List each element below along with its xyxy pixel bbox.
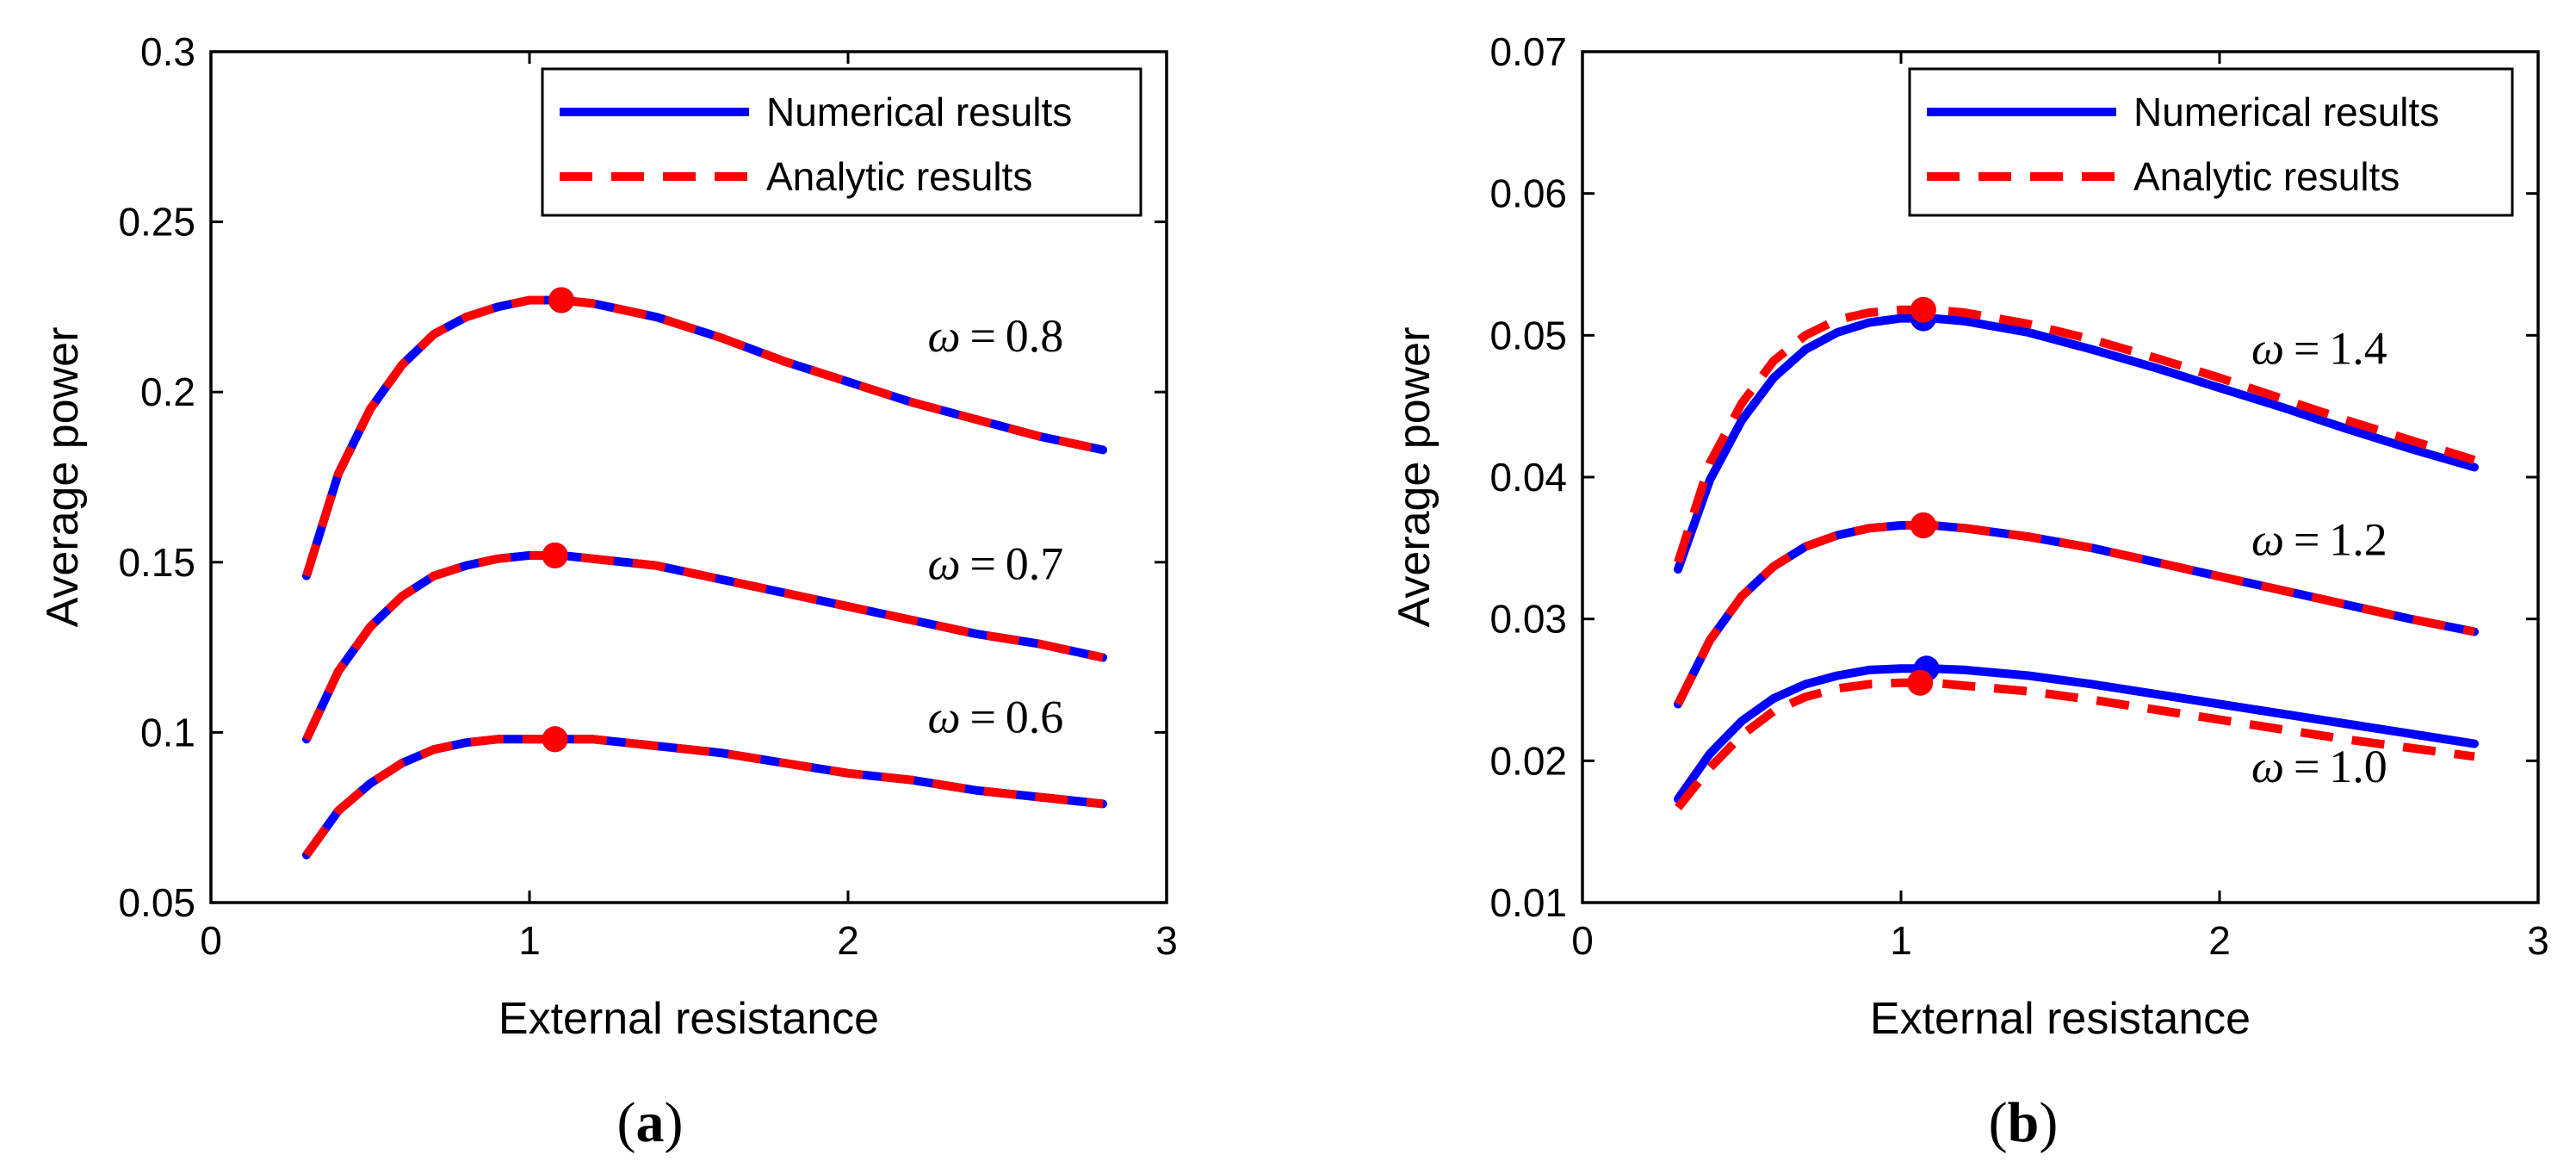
y-tick-label: 0.3 bbox=[140, 29, 195, 74]
y-tick-labels: 0.01 0.02 0.03 0.04 0.05 0.06 0.07 bbox=[1489, 29, 1567, 925]
x-tick-labels: 0 1 2 3 bbox=[200, 918, 1178, 963]
x-tick-label: 1 bbox=[1890, 918, 1912, 963]
series-analytic-0.8 bbox=[302, 295, 1105, 578]
y-tick-label: 0.1 bbox=[140, 710, 195, 754]
y-tick-label: 0.03 bbox=[1489, 597, 1567, 642]
series-group bbox=[302, 287, 1107, 860]
x-ticks bbox=[1581, 52, 2540, 903]
y-tick-label: 0.06 bbox=[1489, 171, 1567, 216]
y-tick-label: 0.25 bbox=[118, 200, 195, 245]
omega-labels: ω = 1.4 ω = 1.2 ω = 1.0 bbox=[2251, 322, 2387, 792]
y-tick-label: 0.2 bbox=[140, 369, 195, 414]
series-analytic-1.2 bbox=[1674, 521, 2475, 706]
omega-label: ω = 0.7 bbox=[928, 538, 1064, 590]
omega-label: ω = 0.6 bbox=[928, 691, 1064, 742]
series-numerical-1.0 bbox=[1674, 664, 2479, 804]
legend-box bbox=[1908, 67, 2514, 217]
x-tick-label: 3 bbox=[1155, 918, 1178, 963]
panel-label-b: (b) bbox=[1989, 1091, 2059, 1154]
y-tick-label: 0.05 bbox=[1489, 313, 1567, 357]
plot-frame bbox=[209, 50, 1168, 904]
x-tick-label: 3 bbox=[2527, 918, 2549, 963]
y-ticks bbox=[211, 50, 1167, 904]
omega-label: ω = 1.2 bbox=[2251, 514, 2387, 566]
x-axis-label: External resistance bbox=[498, 994, 879, 1044]
panel-b: 0 1 2 3 0.01 0.02 0.03 0.04 0.05 0.06 0.07 ω = 1.… bbox=[1390, 29, 2549, 1154]
series-analytic-0.6 bbox=[302, 735, 1104, 858]
x-tick-label: 2 bbox=[837, 918, 859, 963]
legend: Numerical results Analytic results bbox=[1908, 67, 2514, 217]
legend-numerical-label: Numerical results bbox=[766, 90, 1072, 134]
max-point-analytic bbox=[548, 287, 574, 313]
x-ticks bbox=[209, 52, 1168, 903]
max-point-analytic bbox=[1907, 669, 1934, 696]
y-ticks bbox=[1582, 50, 2538, 904]
x-tick-label: 0 bbox=[200, 918, 222, 963]
x-tick-label: 1 bbox=[518, 918, 541, 963]
y-tick-label: 0.15 bbox=[118, 540, 195, 585]
y-tick-labels: 0.05 0.1 0.15 0.2 0.25 0.3 bbox=[118, 29, 195, 925]
series-analytic-0.7 bbox=[302, 550, 1105, 742]
y-tick-label: 0.04 bbox=[1489, 455, 1567, 500]
legend: Numerical results Analytic results bbox=[541, 67, 1142, 217]
omega-label: ω = 0.8 bbox=[928, 310, 1064, 362]
panel-label-a: (a) bbox=[617, 1091, 684, 1154]
max-point-analytic bbox=[1910, 512, 1936, 538]
x-axis-label: External resistance bbox=[1870, 994, 2251, 1044]
y-tick-label: 0.05 bbox=[118, 880, 195, 925]
y-axis-label: Average power bbox=[38, 327, 88, 628]
omega-labels: ω = 0.8 ω = 0.7 ω = 0.6 bbox=[928, 310, 1064, 743]
series-analytic-1.0 bbox=[1675, 678, 2475, 810]
omega-label: ω = 1.0 bbox=[2251, 741, 2387, 792]
series-group bbox=[1674, 296, 2479, 810]
max-point-analytic bbox=[1910, 296, 1936, 323]
max-point-analytic bbox=[542, 726, 568, 753]
x-tick-label: 0 bbox=[1571, 918, 1594, 963]
legend-box bbox=[541, 67, 1142, 217]
series-analytic-1.4 bbox=[1674, 305, 2476, 564]
y-axis-label: Average power bbox=[1390, 327, 1440, 628]
omega-label: ω = 1.4 bbox=[2251, 322, 2387, 374]
max-point-analytic bbox=[542, 542, 568, 568]
legend-numerical-label: Numerical results bbox=[2133, 90, 2439, 134]
y-tick-label: 0.07 bbox=[1489, 29, 1567, 74]
x-tick-label: 2 bbox=[2208, 918, 2231, 963]
y-tick-label: 0.01 bbox=[1489, 880, 1567, 925]
y-tick-label: 0.02 bbox=[1489, 738, 1567, 783]
legend-analytic-label: Analytic results bbox=[766, 154, 1032, 199]
x-tick-labels: 0 1 2 3 bbox=[1571, 918, 2549, 963]
legend-analytic-label: Analytic results bbox=[2133, 154, 2400, 199]
series-numerical-1.4 bbox=[1674, 313, 2479, 574]
